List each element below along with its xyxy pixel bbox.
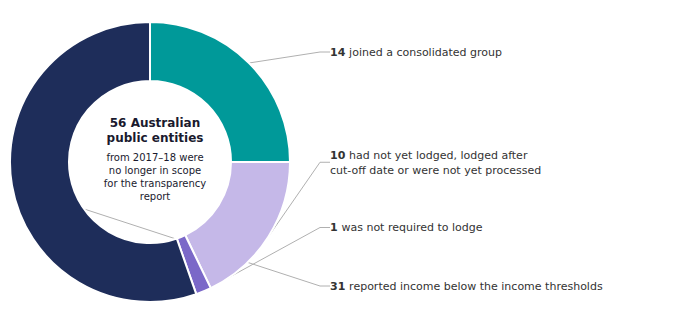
svg-text:no longer in scope: no longer in scope [109, 165, 201, 176]
svg-text:cut-off date or were not yet p: cut-off date or were not yet processed [330, 164, 541, 177]
svg-text:56 Australian: 56 Australian [110, 116, 200, 130]
svg-text:31: 31 [330, 280, 345, 293]
svg-text:public entities: public entities [107, 131, 204, 145]
svg-text:14: 14 [330, 46, 346, 59]
svg-text:report: report [140, 191, 171, 202]
svg-text:from 2017–18 were: from 2017–18 were [106, 152, 203, 163]
svg-text:reported income below the inco: reported income below the income thresho… [349, 280, 603, 293]
svg-text:1: 1 [330, 221, 338, 234]
svg-text:10: 10 [330, 149, 346, 162]
svg-text:joined a consolidated group: joined a consolidated group [348, 46, 502, 59]
svg-text:had not yet lodged, lodged aft: had not yet lodged, lodged after [349, 149, 528, 162]
svg-text:was not required to lodge: was not required to lodge [341, 221, 482, 234]
svg-text:for the transparency: for the transparency [104, 178, 207, 189]
